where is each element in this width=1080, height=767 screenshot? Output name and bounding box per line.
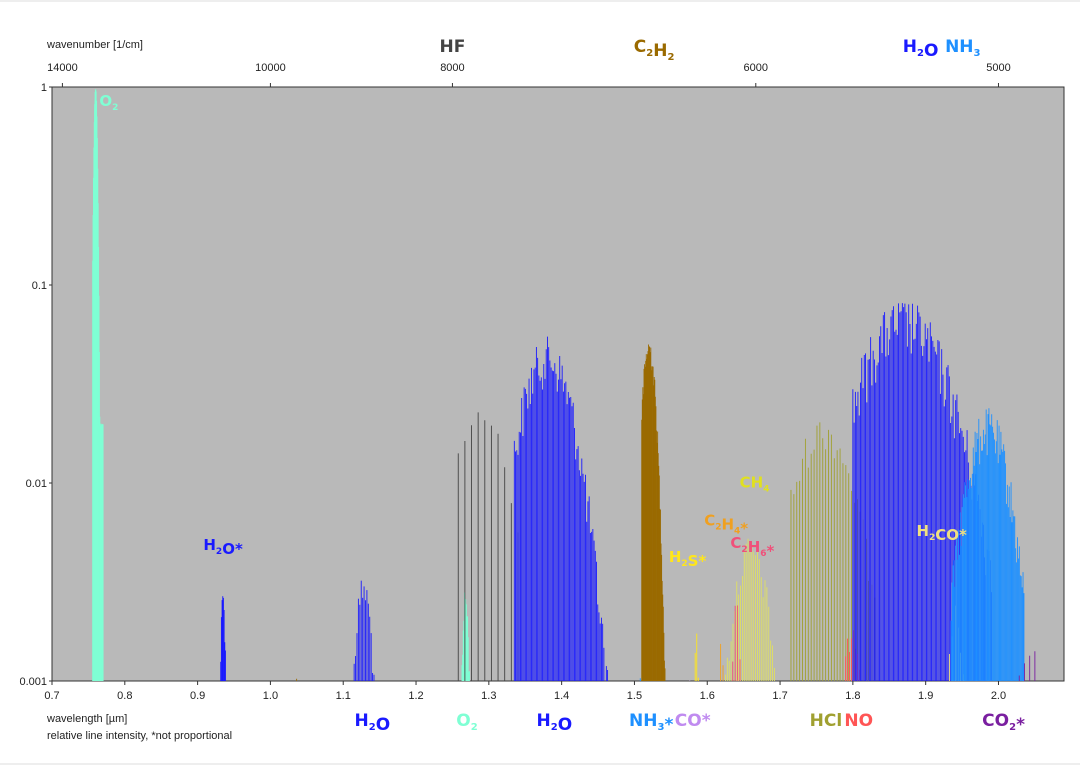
- species-label-h2co: H2CO*: [916, 522, 967, 544]
- species-label-co2-b: CO2*: [982, 711, 1025, 735]
- x-tick-label: 1.1: [336, 690, 351, 702]
- x-tick-label: 1.4: [554, 690, 569, 702]
- intensity-note: relative line intensity, *not proportion…: [47, 730, 232, 742]
- band-co2-star: [1018, 651, 1036, 681]
- species-label-hf: HF: [440, 37, 466, 57]
- species-label-h2o-star: H2O*: [203, 536, 243, 558]
- band-h2o: [513, 336, 609, 681]
- o2-band-fill: [92, 96, 102, 681]
- x-tick-label: 1.0: [263, 690, 278, 702]
- band-o2: [92, 89, 104, 681]
- band-nh3: [950, 408, 1025, 681]
- species-label-o2-top: O2: [99, 92, 118, 113]
- plot-area: [51, 86, 1065, 682]
- y-tick-label: 1: [41, 82, 47, 94]
- x-tick-label: 1.6: [700, 690, 715, 702]
- top-tick-label: 5000: [986, 62, 1010, 74]
- species-label-ch4: CH4: [740, 473, 770, 494]
- y-tick-label: 0.001: [19, 676, 47, 688]
- x-tick-label: 1.8: [845, 690, 860, 702]
- species-label-h2o-b2: H2O: [537, 711, 573, 735]
- species-label-h2o-top: H2O: [903, 37, 939, 61]
- band-c2h4-star: [720, 643, 724, 681]
- x-tick-label: 1.3: [481, 690, 496, 702]
- band-c2h6-star: [732, 605, 741, 681]
- x-tick-label: 0.7: [44, 690, 59, 702]
- x-tick-label: 1.9: [918, 690, 933, 702]
- y-tick-label: 0.1: [32, 280, 47, 292]
- species-label-nh3-top: NH3: [945, 37, 980, 59]
- x-tick-label: 1.7: [772, 690, 787, 702]
- bottom-axis-label: wavelength [µm]: [46, 713, 127, 725]
- x-tick-label: 0.8: [117, 690, 132, 702]
- band-h2s-star: [694, 633, 699, 681]
- species-label-h2s: H2S*: [669, 548, 707, 570]
- species-label-h2o-b1: H2O: [355, 711, 391, 735]
- top-tick-label: 10000: [255, 62, 286, 74]
- band-h2o-star: [220, 596, 226, 681]
- band-ch4: [725, 538, 775, 681]
- species-label-c2h2-top: C2H2: [634, 37, 675, 63]
- species-labels: O2 H2O* CH4 C2H4*C2H6* H2S* H2CO* HF C2H2 H2O NH3…: [99, 37, 1025, 735]
- band-c2h2: [641, 344, 666, 681]
- y-tick-label: 0.01: [26, 478, 47, 490]
- x-tick-label: 1.2: [408, 690, 423, 702]
- band-h2o: [353, 580, 375, 681]
- axes: 1 0.1 0.01 0.001 0.7 0.8 0.9 1.0 1.1 1.2 1.3 1.4 1.5…: [19, 62, 1010, 702]
- species-label-hcl-b: HCl: [810, 711, 843, 731]
- species-label-nh3-b: NH3*: [629, 711, 673, 735]
- band-hf: [457, 412, 519, 681]
- species-label-co-b: CO*: [675, 711, 711, 731]
- x-tick-label: 1.5: [627, 690, 642, 702]
- top-tick-label: 14000: [47, 62, 78, 74]
- species-label-no-b: NO: [844, 711, 873, 731]
- top-tick-label: 8000: [440, 62, 464, 74]
- spectral-bands: [92, 89, 1036, 681]
- species-label-o2-b: O2: [456, 711, 477, 733]
- x-tick-label: 2.0: [991, 690, 1006, 702]
- x-tick-label: 0.9: [190, 690, 205, 702]
- top-axis-label: wavenumber [1/cm]: [46, 39, 143, 51]
- species-label-c2h4: C2H4*: [704, 512, 748, 538]
- top-tick-label: 6000: [744, 62, 768, 74]
- species-label-c2h6: C2H6*: [730, 534, 774, 560]
